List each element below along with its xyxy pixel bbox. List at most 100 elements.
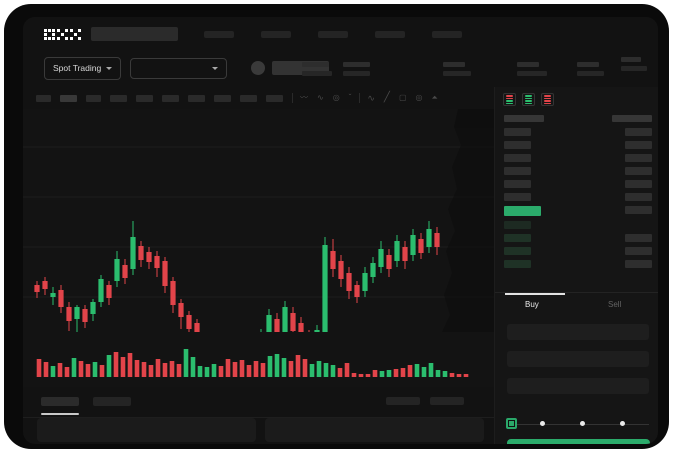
amount-slider-step-75[interactable] xyxy=(620,421,625,426)
orderbook-ask-amount[interactable] xyxy=(625,154,652,162)
okx-logo-x xyxy=(70,28,81,40)
stat-value xyxy=(621,66,647,71)
orderbook-ask-price[interactable] xyxy=(504,167,531,175)
orderbook-ask-price[interactable] xyxy=(504,141,531,149)
amount-slider-step-50[interactable] xyxy=(580,421,585,426)
line-chart-icon[interactable]: ∿ xyxy=(367,92,375,103)
nav-link-2[interactable] xyxy=(261,30,291,38)
app-screen: Spot Trading xyxy=(23,17,658,444)
stat-value xyxy=(517,71,547,76)
fullscreen-icon[interactable]: ⏶ xyxy=(431,93,438,102)
order-panel: Buy Sell xyxy=(494,87,658,444)
orderbook-ask-amount[interactable] xyxy=(625,128,652,136)
orderbook-bid-amount[interactable] xyxy=(625,260,652,268)
orderbook[interactable] xyxy=(495,113,658,289)
okx-logo-o xyxy=(44,28,55,40)
alert-icon[interactable]: ◎ xyxy=(332,93,340,102)
timeframe-10[interactable] xyxy=(266,94,283,102)
volume-histogram[interactable] xyxy=(23,332,494,387)
toolbar-divider xyxy=(292,93,293,103)
okx-logo[interactable] xyxy=(44,28,81,41)
market-stat-4 xyxy=(517,62,547,76)
orderbook-bid-price[interactable] xyxy=(504,221,531,229)
stat-label xyxy=(621,57,641,62)
orderbook-ask-price[interactable] xyxy=(504,193,531,201)
bottom-card-2[interactable] xyxy=(265,418,484,442)
camera-icon[interactable]: ▢ xyxy=(398,93,407,102)
stat-label xyxy=(343,62,370,67)
orderbook-ask-price[interactable] xyxy=(504,128,531,136)
nav-link-1[interactable] xyxy=(204,30,234,38)
timeframe-4[interactable] xyxy=(110,94,127,102)
market-stat-2 xyxy=(343,62,370,76)
amount-slider-track[interactable] xyxy=(507,424,649,425)
top-navigation-bar xyxy=(23,17,658,51)
spot-trading-selector[interactable]: Spot Trading xyxy=(44,56,122,80)
orderbook-asks-icon[interactable] xyxy=(541,93,554,106)
stat-value xyxy=(343,71,370,76)
pair-avatar xyxy=(251,61,266,75)
orderbook-ask-amount[interactable] xyxy=(625,167,652,175)
tab-buy[interactable]: Buy xyxy=(525,300,539,309)
orders-tab-2[interactable] xyxy=(93,397,131,406)
orderbook-bid-amount[interactable] xyxy=(625,234,652,242)
orderbook-header-amount xyxy=(612,115,652,122)
timeframe-6[interactable] xyxy=(162,94,179,102)
timeframe-2[interactable] xyxy=(60,94,77,102)
indicator-icon[interactable]: 〰 xyxy=(300,93,308,102)
timeframe-9[interactable] xyxy=(240,94,257,102)
orderbook-ask-price[interactable] xyxy=(504,180,531,188)
chevron-down-icon[interactable]: ˇ xyxy=(348,93,352,102)
volume-histogram-svg xyxy=(36,349,469,377)
orderbook-ask-amount[interactable] xyxy=(625,180,652,188)
submit-buy-button[interactable] xyxy=(507,439,650,444)
chevron-down-icon xyxy=(212,66,219,70)
compare-icon[interactable]: ∿ xyxy=(317,93,324,102)
orderbook-bid-amount[interactable] xyxy=(625,247,652,255)
order-field-2[interactable] xyxy=(507,351,649,367)
candlestick-chart-svg xyxy=(23,146,494,332)
orderbook-bid-price[interactable] xyxy=(504,260,531,268)
nav-link-4[interactable] xyxy=(375,30,405,38)
timeframe-7[interactable] xyxy=(188,94,205,102)
nav-link-3[interactable] xyxy=(318,30,348,38)
amount-slider-step-25[interactable] xyxy=(540,421,545,426)
candlestick-chart[interactable] xyxy=(23,109,494,332)
timeframe-3[interactable] xyxy=(86,94,101,102)
settings-icon[interactable]: ◎ xyxy=(415,93,423,102)
device-bezel: Spot Trading xyxy=(4,4,669,449)
orderbook-bid-price[interactable] xyxy=(504,247,531,255)
orderbook-spread-highlight xyxy=(504,206,541,216)
orderbook-bids-icon[interactable] xyxy=(522,93,535,106)
orderbook-ask-price[interactable] xyxy=(504,154,531,162)
timeframe-8[interactable] xyxy=(214,94,231,102)
orders-tab-1[interactable] xyxy=(41,397,79,406)
chevron-down-icon xyxy=(106,66,113,70)
nav-link-5[interactable] xyxy=(432,30,462,38)
timeframe-1[interactable] xyxy=(36,94,51,102)
stat-label xyxy=(302,62,329,67)
orderbook-spread-amount xyxy=(625,206,652,214)
measure-icon[interactable]: ╱ xyxy=(383,92,390,103)
chart-side-overlay xyxy=(442,109,494,332)
order-field-1[interactable] xyxy=(507,324,649,340)
timeframe-5[interactable] xyxy=(136,94,153,102)
stat-label xyxy=(577,62,599,67)
order-field-3[interactable] xyxy=(507,378,649,394)
trading-pair-select[interactable] xyxy=(130,57,228,79)
market-stat-6 xyxy=(621,57,647,71)
amount-slider-handle[interactable] xyxy=(506,418,517,429)
orderbook-ask-amount[interactable] xyxy=(625,193,652,201)
brand-search-bar[interactable] xyxy=(91,27,178,41)
orderbook-both-icon[interactable] xyxy=(503,93,516,106)
tab-sell[interactable]: Sell xyxy=(608,300,622,309)
market-stat-5 xyxy=(577,62,604,76)
toolbar-divider-2 xyxy=(359,93,361,103)
orders-action-2[interactable] xyxy=(430,397,464,405)
bottom-card-1[interactable] xyxy=(37,418,256,442)
orders-action-1[interactable] xyxy=(386,397,420,405)
trade-tab-active-underline xyxy=(505,293,565,295)
orderbook-bid-price[interactable] xyxy=(504,234,531,242)
orderbook-header-price xyxy=(504,115,544,122)
orderbook-ask-amount[interactable] xyxy=(625,141,652,149)
